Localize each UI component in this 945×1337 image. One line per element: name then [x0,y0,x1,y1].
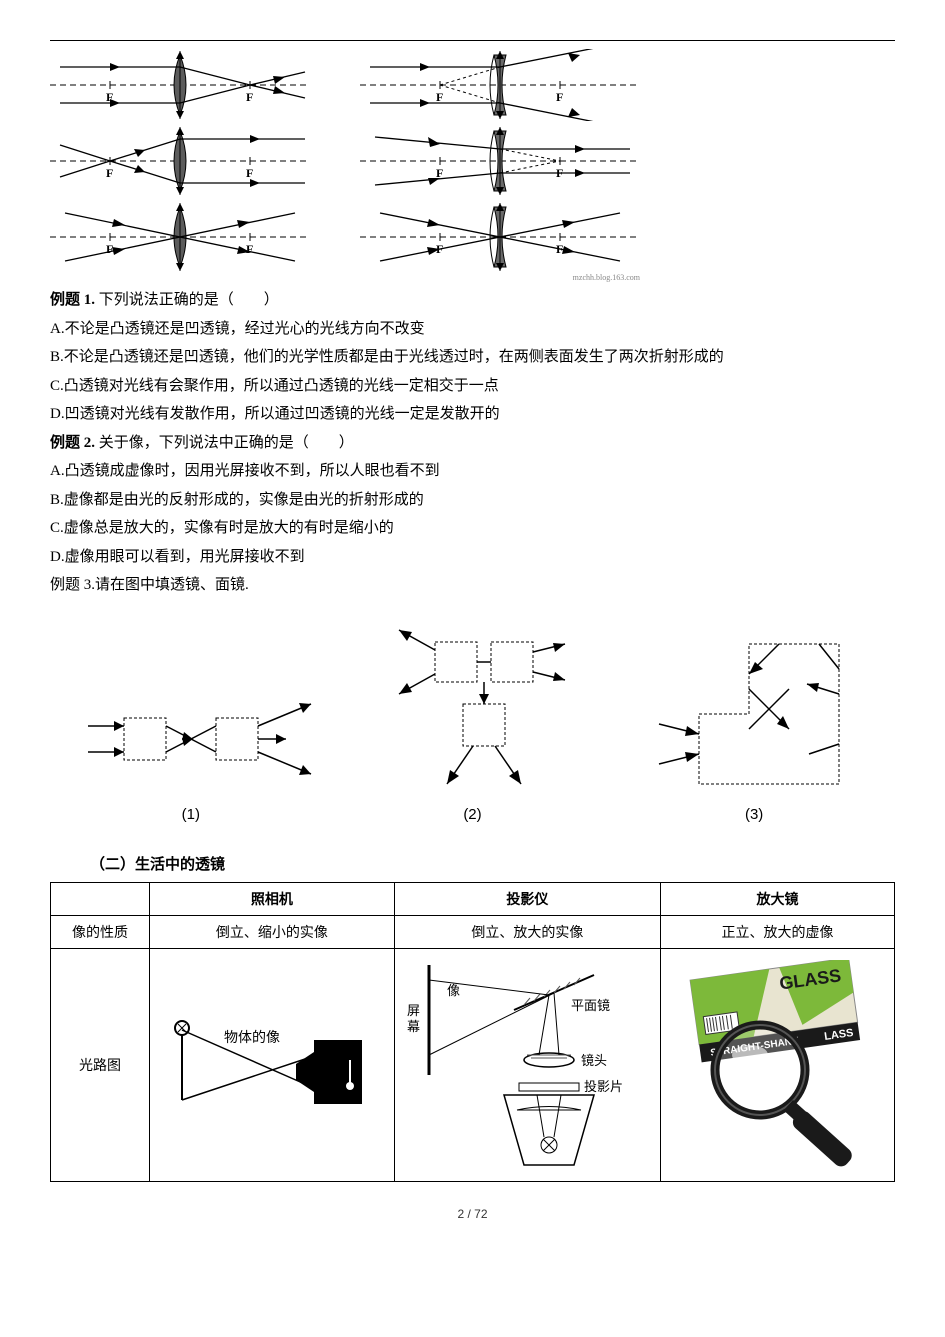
q2-option-b: B.虚像都是由光的反射形成的，实像是由光的折射形成的 [50,488,895,514]
row1-camera: 倒立、缩小的实像 [150,915,395,948]
fill-label-3: (3) [745,806,763,823]
row1-head: 像的性质 [51,915,150,948]
magnifier-diagram: GLASS STRAIGHT-SHANK LASS [665,960,875,1170]
svg-text:幕: 幕 [407,1019,420,1034]
q1-option-d: D.凹透镜对光线有发散作用，所以通过凹透镜的光线一定是发散开的 [50,402,895,428]
cell-camera-diagram: 物体的像 [150,948,395,1181]
q1-stem: 下列说法正确的是（ ） [99,292,279,308]
svg-text:像: 像 [447,983,460,998]
q2-option-d: D.虚像用眼可以看到，用光屏接收不到 [50,545,895,571]
q2-option-c: C.虚像总是放大的，实像有时是放大的有时是缩小的 [50,516,895,542]
fill-diagram-row [50,624,895,794]
svg-text:F: F [106,166,113,180]
fill-diagram-2 [387,624,567,794]
svg-text:F: F [246,242,253,256]
top-rule [50,40,895,41]
svg-text:投影片: 投影片 [584,1079,623,1094]
q3-title: 例题 3. [50,577,95,593]
th-magnifier: 放大镜 [660,882,894,915]
page-footer: 2 / 72 [50,1207,895,1221]
concave-toward-focus-diagram: F F [360,125,640,197]
question-3: 例题 3.请在图中填透镜、面镜. [50,573,895,599]
th-projector: 投影仪 [394,882,660,915]
svg-text:F: F [246,166,253,180]
lens-application-table: 照相机 投影仪 放大镜 像的性质 倒立、缩小的实像 倒立、放大的实像 正立、放大… [50,882,895,1182]
table-header-row: 照相机 投影仪 放大镜 [51,882,895,915]
table-row-nature: 像的性质 倒立、缩小的实像 倒立、放大的实像 正立、放大的虚像 [51,915,895,948]
concave-center-diagram: F F [360,201,640,273]
convex-center-diagram: F F [50,201,310,273]
camera-diagram: 物体的像 [154,980,374,1150]
concave-column: F F F F [360,49,640,282]
concave-parallel-diagram: F F [360,49,640,121]
section-2-title: （二）生活中的透镜 [90,853,895,874]
q1-option-a: A.不论是凸透镜还是凹透镜，经过光心的光线方向不改变 [50,317,895,343]
svg-text:F: F [436,90,443,104]
svg-text:F: F [106,242,113,256]
convex-parallel-diagram: F F [50,49,310,121]
fill-diagram-3 [639,634,859,794]
cell-magnifier-diagram: GLASS STRAIGHT-SHANK LASS [660,948,894,1181]
row1-projector: 倒立、放大的实像 [394,915,660,948]
q2-option-a: A.凸透镜成虚像时，因用光屏接收不到，所以人眼也看不到 [50,459,895,485]
q1-title: 例题 1. [50,292,95,308]
cell-projector-diagram: 屏 幕 像 平面镜 [394,948,660,1181]
svg-text:F: F [246,90,253,104]
row1-magnifier: 正立、放大的虚像 [660,915,894,948]
table-row-lightpath: 光路图 物体的像 [51,948,895,1181]
lens-diagram-grid: F F F F [50,49,895,282]
fill-label-1: (1) [182,806,200,823]
svg-text:平面镜: 平面镜 [571,998,610,1013]
convex-from-focus-diagram: F F [50,125,310,197]
th-empty [51,882,150,915]
q3-stem: 请在图中填透镜、面镜. [95,577,249,593]
convex-column: F F F F [50,49,310,282]
q1-option-c: C.凸透镜对光线有会聚作用，所以通过凸透镜的光线一定相交于一点 [50,374,895,400]
q2-stem: 关于像，下列说法中正确的是（ ） [99,435,354,451]
fill-labels-row: (1) (2) (3) [50,806,895,823]
row2-head: 光路图 [51,948,150,1181]
svg-text:镜头: 镜头 [581,1053,607,1068]
watermark-text: mzchh.blog.163.com [360,273,640,282]
th-camera: 照相机 [150,882,395,915]
q1-option-b: B.不论是凸透镜还是凹透镜，他们的光学性质都是由于光线透过时，在两侧表面发生了两… [50,345,895,371]
q2-title: 例题 2. [50,435,95,451]
fill-label-2: (2) [463,806,481,823]
projector-diagram: 屏 幕 像 平面镜 [399,955,639,1175]
fill-diagram-1 [86,674,316,794]
svg-text:F: F [556,90,563,104]
question-2: 例题 2. 关于像，下列说法中正确的是（ ） A.凸透镜成虚像时，因用光屏接收不… [50,431,895,571]
camera-label: 物体的像 [224,1030,280,1046]
question-1: 例题 1. 下列说法正确的是（ ） A.不论是凸透镜还是凹透镜，经过光心的光线方… [50,288,895,428]
svg-text:屏: 屏 [407,1003,420,1018]
